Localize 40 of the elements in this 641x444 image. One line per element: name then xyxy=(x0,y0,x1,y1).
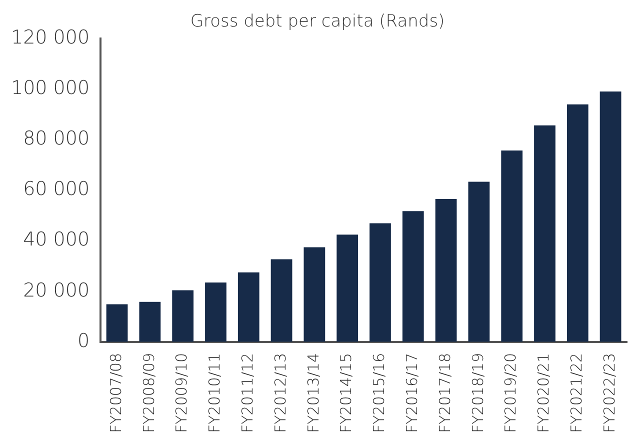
bar xyxy=(370,223,391,342)
bar xyxy=(205,282,226,342)
x-tick-label: FY2021/22 xyxy=(568,352,586,434)
y-tick-label: 0 xyxy=(77,330,90,352)
x-tick-label: FY2019/20 xyxy=(502,352,520,434)
x-tick-label: FY2015/16 xyxy=(370,352,388,434)
bar xyxy=(534,125,556,342)
x-tick-label: FY2020/21 xyxy=(534,352,553,434)
x-tick-label: FY2010/11 xyxy=(206,352,224,434)
bar xyxy=(566,104,588,342)
chart-title: Gross debt per capita (Rands) xyxy=(190,12,445,32)
y-tick-label: 120 000 xyxy=(10,26,90,48)
bar xyxy=(270,259,292,342)
y-tick-label: 20 000 xyxy=(23,279,90,302)
bar xyxy=(304,247,326,342)
x-tick-label: FY2016/17 xyxy=(403,352,422,434)
x-tick-label: FY2008/09 xyxy=(140,352,158,434)
x-tick-label: FY2012/13 xyxy=(271,352,290,434)
bar xyxy=(139,302,161,342)
y-tick-label: 100 000 xyxy=(10,76,90,99)
bar xyxy=(336,234,358,342)
x-tick-label: FY2022/23 xyxy=(600,352,618,434)
y-tick-label: 40 000 xyxy=(23,228,90,251)
bar xyxy=(501,150,523,342)
bar xyxy=(435,199,457,342)
bar xyxy=(468,182,490,342)
x-tick-label: FY2011/12 xyxy=(238,352,257,434)
x-tick-label: FY2013/14 xyxy=(304,352,322,434)
bar xyxy=(172,290,194,342)
x-tick-label: FY2017/18 xyxy=(436,352,454,434)
bar xyxy=(238,272,260,342)
bar xyxy=(402,211,424,342)
bar xyxy=(600,92,622,342)
x-tick-label: FY2014/15 xyxy=(337,352,356,434)
x-tick-label: FY2007/08 xyxy=(106,352,125,434)
y-tick-label: 60 000 xyxy=(23,178,90,200)
x-tick-label: FY2009/10 xyxy=(172,352,191,434)
x-tick-label: FY2018/19 xyxy=(468,352,487,434)
y-tick-label: 80 000 xyxy=(23,128,90,150)
bar xyxy=(106,304,128,342)
